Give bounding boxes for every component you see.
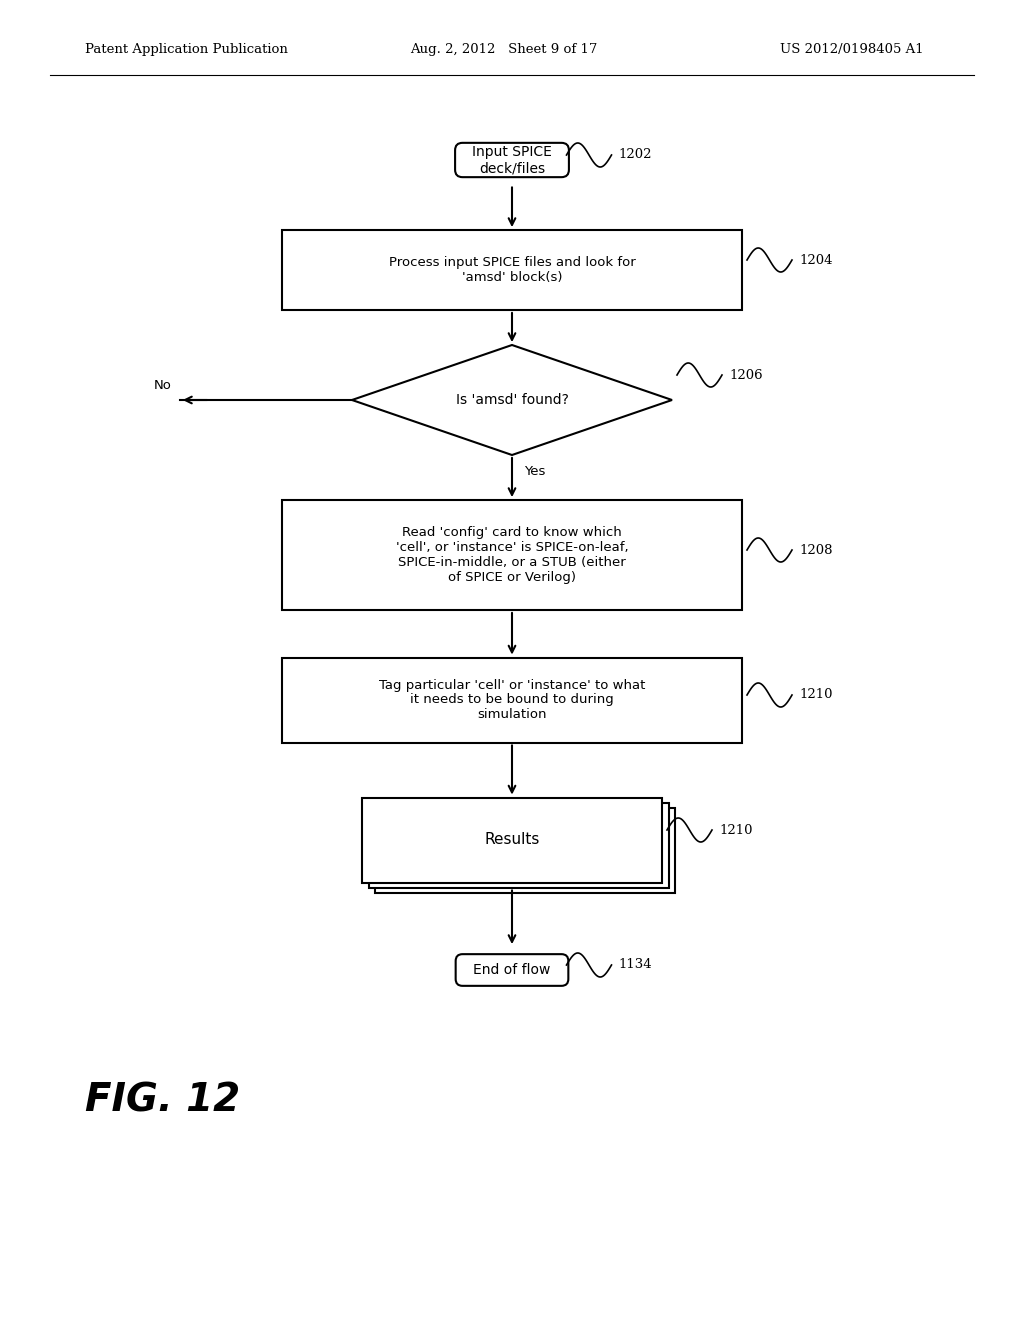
Bar [282,500,742,610]
Text: Yes: Yes [524,465,546,478]
Text: Aug. 2, 2012   Sheet 9 of 17: Aug. 2, 2012 Sheet 9 of 17 [410,44,597,57]
Text: Input SPICE
deck/files: Input SPICE deck/files [472,145,552,176]
FancyBboxPatch shape [455,143,569,177]
Bar [369,803,669,887]
Text: Results: Results [484,833,540,847]
Text: Patent Application Publication: Patent Application Publication [85,44,288,57]
Bar [362,797,662,883]
Text: Is 'amsd' found?: Is 'amsd' found? [456,393,568,407]
Text: End of flow: End of flow [473,964,551,977]
Text: 1210: 1210 [799,689,833,701]
Text: 1134: 1134 [618,958,652,972]
Bar [282,657,742,742]
Text: 1206: 1206 [729,368,763,381]
Text: No: No [155,379,172,392]
Text: 1210: 1210 [719,824,753,837]
Text: 1208: 1208 [799,544,833,557]
Text: US 2012/0198405 A1: US 2012/0198405 A1 [780,44,924,57]
Text: Read 'config' card to know which
'cell', or 'instance' is SPICE-on-leaf,
SPICE-i: Read 'config' card to know which 'cell',… [395,525,629,583]
Text: Tag particular 'cell' or 'instance' to what
it needs to be bound to during
simul: Tag particular 'cell' or 'instance' to w… [379,678,645,722]
Text: FIG. 12: FIG. 12 [85,1081,240,1119]
Text: 1202: 1202 [618,149,652,161]
Bar [282,230,742,310]
Bar [375,808,675,892]
Polygon shape [352,345,672,455]
FancyBboxPatch shape [456,954,568,986]
Text: 1204: 1204 [799,253,833,267]
Text: Process input SPICE files and look for
'amsd' block(s): Process input SPICE files and look for '… [389,256,635,284]
